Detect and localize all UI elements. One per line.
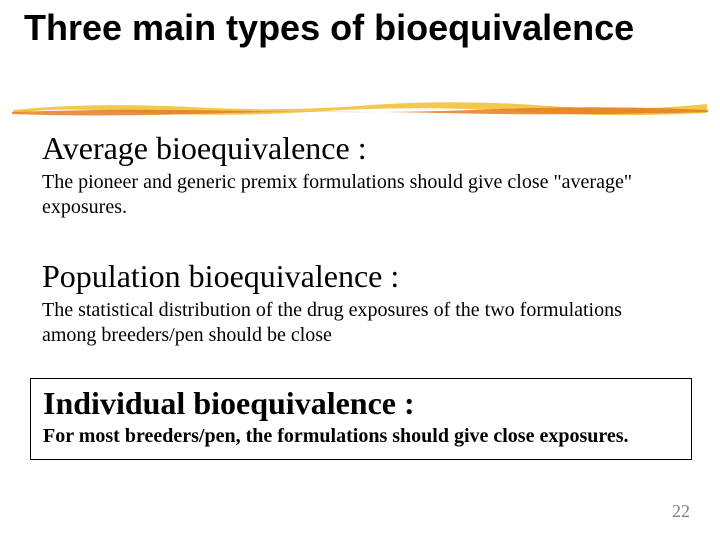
slide: Three main types of bioequivalence Avera…	[0, 0, 720, 540]
slide-title: Three main types of bioequivalence	[24, 8, 634, 48]
page-number: 22	[672, 501, 690, 522]
boxed-section-individual: Individual bioequivalence : For most bre…	[30, 378, 692, 460]
section-heading-individual: Individual bioequivalence :	[43, 385, 679, 422]
section-heading-population: Population bioequivalence :	[42, 258, 399, 295]
section-heading-average: Average bioequivalence :	[42, 130, 367, 167]
section-body-individual: For most breeders/pen, the formulations …	[43, 424, 663, 449]
section-body-average: The pioneer and generic premix formulati…	[42, 170, 662, 220]
section-body-population: The statistical distribution of the drug…	[42, 298, 662, 348]
underline-stroke	[10, 96, 710, 118]
